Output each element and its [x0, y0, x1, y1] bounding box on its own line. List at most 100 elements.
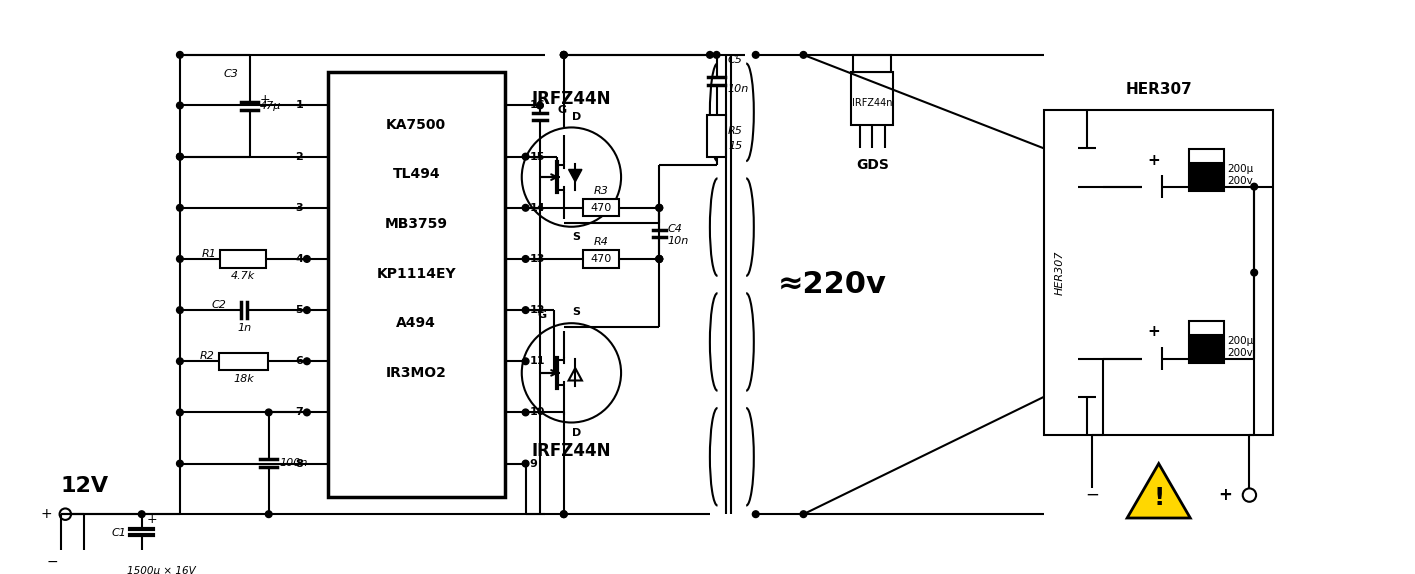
Text: MB3759: MB3759: [385, 217, 447, 231]
Text: 470: 470: [590, 203, 611, 213]
Text: R2: R2: [200, 351, 215, 362]
Text: R5: R5: [729, 126, 743, 136]
Circle shape: [536, 102, 543, 109]
Text: 200v: 200v: [1227, 348, 1254, 358]
Text: 10: 10: [529, 408, 545, 417]
Text: 7: 7: [296, 408, 303, 417]
Text: !: !: [1153, 486, 1165, 510]
Text: A494: A494: [396, 316, 436, 330]
Circle shape: [657, 204, 662, 211]
Text: 100n: 100n: [279, 458, 307, 468]
Text: 14: 14: [529, 203, 545, 213]
Circle shape: [177, 153, 183, 160]
Text: HER307: HER307: [1125, 82, 1191, 97]
Circle shape: [522, 409, 529, 416]
Circle shape: [560, 52, 567, 58]
Text: C2: C2: [211, 300, 226, 311]
Text: 47μ: 47μ: [260, 101, 282, 111]
Text: +: +: [147, 513, 157, 526]
Text: 470: 470: [590, 254, 611, 264]
Circle shape: [177, 307, 183, 313]
Text: 12: 12: [529, 305, 545, 315]
Text: −: −: [47, 555, 58, 569]
Text: +: +: [1218, 486, 1232, 504]
Text: S: S: [572, 232, 580, 242]
Text: 15: 15: [529, 152, 545, 162]
Text: 200μ: 200μ: [1227, 336, 1254, 346]
Circle shape: [560, 52, 567, 58]
Bar: [221, 250, 266, 267]
Circle shape: [1251, 183, 1258, 190]
Text: 4.7k: 4.7k: [231, 272, 256, 281]
Circle shape: [753, 52, 758, 58]
Circle shape: [713, 52, 720, 58]
Text: IRFZ44N: IRFZ44N: [532, 90, 611, 108]
Text: HER307: HER307: [1054, 250, 1064, 295]
Circle shape: [522, 307, 529, 313]
Text: C1: C1: [112, 528, 126, 538]
Circle shape: [560, 511, 567, 518]
Circle shape: [657, 255, 662, 262]
Text: C4: C4: [668, 224, 683, 234]
Text: GDS: GDS: [856, 158, 889, 172]
Text: G: G: [558, 105, 566, 115]
Bar: [1189, 165, 1224, 191]
Text: 200v: 200v: [1227, 176, 1254, 186]
Bar: [583, 199, 620, 216]
Bar: [1044, 110, 1274, 435]
Circle shape: [177, 52, 183, 58]
Circle shape: [753, 511, 758, 518]
Text: IR3MO2: IR3MO2: [386, 366, 447, 380]
Text: 13: 13: [529, 254, 545, 264]
Circle shape: [177, 358, 183, 364]
Circle shape: [266, 511, 272, 518]
Bar: [218, 352, 269, 370]
Text: +: +: [260, 92, 270, 106]
Circle shape: [522, 255, 529, 262]
Circle shape: [177, 153, 183, 160]
Circle shape: [657, 255, 662, 262]
Circle shape: [560, 52, 567, 58]
Bar: [852, 72, 893, 125]
Text: 12V: 12V: [61, 475, 109, 495]
Circle shape: [799, 52, 807, 58]
Text: 200μ: 200μ: [1227, 165, 1254, 174]
Circle shape: [304, 307, 310, 313]
Text: 10n: 10n: [668, 236, 689, 246]
Text: 6: 6: [296, 356, 303, 366]
Polygon shape: [569, 169, 582, 182]
Text: 10n: 10n: [727, 84, 749, 94]
Text: D: D: [572, 428, 580, 438]
Text: 11: 11: [529, 356, 545, 366]
Text: ≈220v: ≈220v: [778, 270, 887, 299]
Bar: [583, 250, 620, 267]
Circle shape: [522, 460, 529, 467]
Text: 8: 8: [296, 459, 303, 468]
Text: 1500μ × 16V: 1500μ × 16V: [127, 566, 197, 574]
Text: +: +: [40, 507, 52, 521]
Text: S: S: [572, 308, 580, 317]
Text: 1n: 1n: [238, 323, 252, 332]
Text: R1: R1: [202, 249, 216, 259]
Circle shape: [304, 255, 310, 262]
Bar: [853, 55, 891, 72]
Text: R3: R3: [593, 187, 608, 196]
Text: 1: 1: [296, 100, 303, 110]
Text: 3: 3: [296, 203, 303, 213]
Circle shape: [522, 358, 529, 364]
Circle shape: [177, 255, 183, 262]
Circle shape: [522, 153, 529, 160]
Text: R4: R4: [593, 238, 608, 247]
Text: +: +: [1148, 324, 1160, 339]
Circle shape: [177, 102, 183, 109]
Text: +: +: [1148, 153, 1160, 168]
Text: TL494: TL494: [392, 167, 440, 181]
Circle shape: [799, 511, 807, 518]
Text: 4: 4: [296, 254, 303, 264]
Text: IRFZ44n: IRFZ44n: [852, 98, 893, 107]
Bar: [1189, 336, 1224, 363]
Circle shape: [304, 358, 310, 364]
Text: C3: C3: [224, 69, 238, 79]
Circle shape: [139, 511, 146, 518]
Circle shape: [177, 409, 183, 416]
